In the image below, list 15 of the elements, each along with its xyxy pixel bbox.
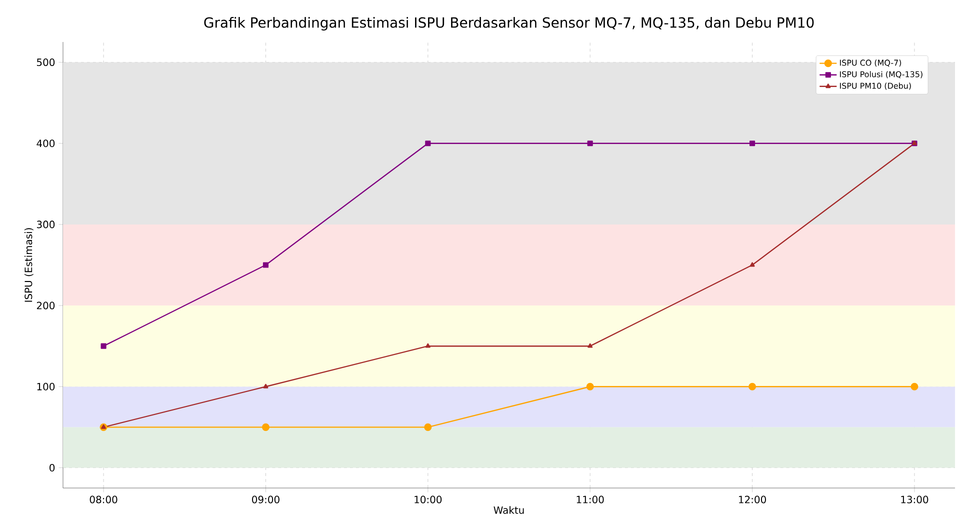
y-tick-label: 400 [36,140,55,148]
y-tick-label: 0 [50,464,55,472]
x-tick-label: 08:00 [90,496,118,504]
y-axis-title: ISPU (Estimasi) [24,228,34,302]
y-tick-label: 200 [36,302,55,310]
x-tick-label: 09:00 [252,496,280,504]
y-tick-label: 300 [36,220,55,228]
x-tick-label: 10:00 [414,496,442,504]
x-tick-label: 13:00 [901,496,928,504]
x-axis-title: Waktu [494,506,524,514]
chart-title: Grafik Perbandingan Estimasi ISPU Berdasarkan Sensor MQ-7, MQ-135, dan Debu PM10 [204,17,814,31]
y-tick-label: 100 [37,382,55,390]
y-tick-label: 500 [36,58,55,66]
x-tick-label: 12:00 [739,496,766,504]
x-tick-label: 11:00 [576,496,604,504]
